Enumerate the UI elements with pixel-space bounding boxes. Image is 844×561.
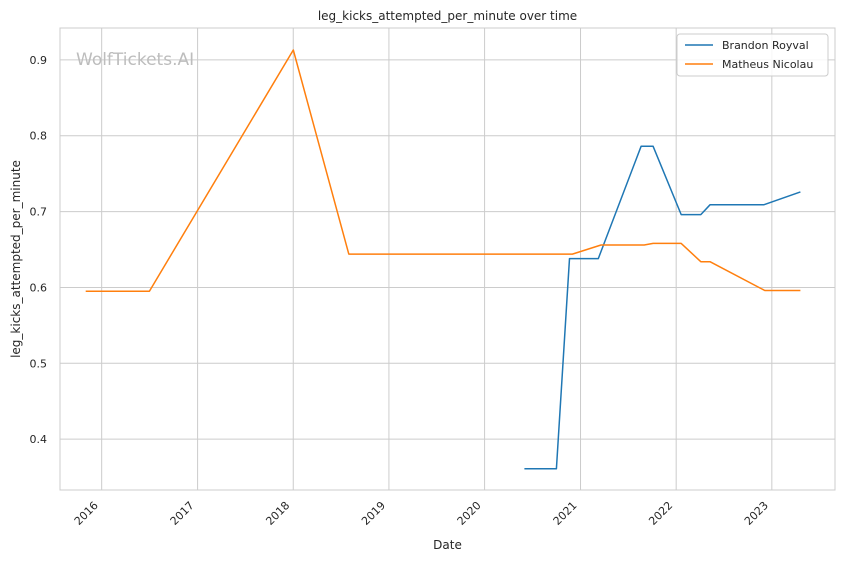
x-tick-label: 2022 bbox=[646, 499, 675, 528]
series-line-matheus-nicolau bbox=[85, 49, 801, 292]
legend: Brandon Royval Matheus Nicolau bbox=[676, 33, 829, 77]
x-tick-label: 2018 bbox=[263, 499, 292, 528]
plot-background bbox=[59, 27, 836, 491]
x-tick-label: 2021 bbox=[551, 499, 580, 528]
series-layer bbox=[85, 49, 801, 470]
y-tick-label: 0.8 bbox=[30, 130, 48, 143]
y-tick-label: 0.6 bbox=[30, 281, 48, 294]
x-tick-label: 2017 bbox=[168, 499, 197, 528]
watermark: WolfTickets.AI bbox=[76, 50, 194, 70]
x-tick-label: 2020 bbox=[455, 499, 484, 528]
y-tick-label: 0.7 bbox=[30, 206, 48, 219]
series-line-brandon-royval bbox=[524, 145, 801, 470]
y-tick-label: 0.4 bbox=[30, 433, 48, 446]
legend-box bbox=[676, 33, 829, 77]
y-axis-label: leg_kicks_attempted_per_minute bbox=[9, 160, 23, 358]
x-tick-label: 2016 bbox=[72, 499, 101, 528]
x-axis-label: Date bbox=[433, 538, 462, 552]
y-tick-label: 0.9 bbox=[30, 54, 48, 67]
legend-label-brandon-royval: Brandon Royval bbox=[722, 39, 809, 52]
x-tick-label: 2023 bbox=[742, 499, 771, 528]
chart-title: leg_kicks_attempted_per_minute over time bbox=[318, 9, 577, 23]
legend-label-matheus-nicolau: Matheus Nicolau bbox=[722, 58, 813, 71]
y-tick-label: 0.5 bbox=[30, 357, 48, 370]
x-tick-label: 2019 bbox=[359, 499, 388, 528]
